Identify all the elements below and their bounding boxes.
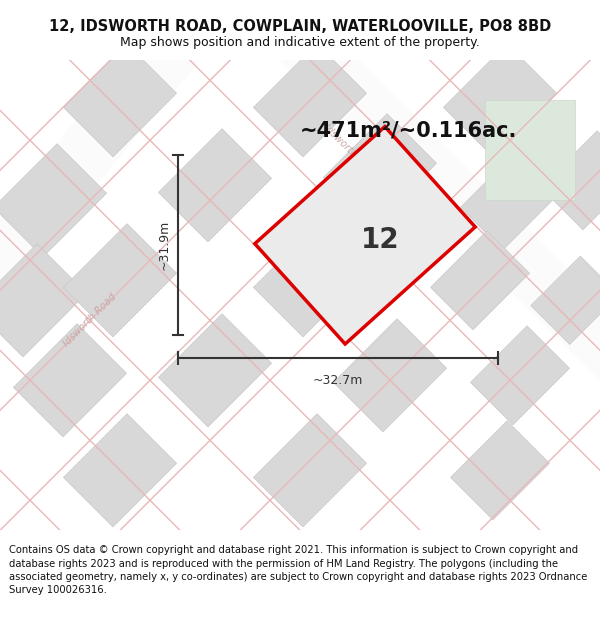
Polygon shape bbox=[0, 60, 200, 300]
Polygon shape bbox=[541, 131, 600, 230]
Polygon shape bbox=[334, 319, 446, 432]
Text: ~32.7m: ~32.7m bbox=[313, 374, 363, 387]
Polygon shape bbox=[158, 314, 272, 427]
Polygon shape bbox=[64, 44, 176, 157]
Polygon shape bbox=[255, 127, 475, 344]
Polygon shape bbox=[323, 114, 437, 227]
Polygon shape bbox=[13, 324, 127, 437]
Text: 12: 12 bbox=[361, 226, 400, 254]
Polygon shape bbox=[64, 224, 176, 337]
Text: Contains OS data © Crown copyright and database right 2021. This information is : Contains OS data © Crown copyright and d… bbox=[9, 546, 587, 595]
Text: 12, IDSWORTH ROAD, COWPLAIN, WATERLOOVILLE, PO8 8BD: 12, IDSWORTH ROAD, COWPLAIN, WATERLOOVIL… bbox=[49, 19, 551, 34]
Text: Idsworth Road: Idsworth Road bbox=[322, 122, 379, 179]
Polygon shape bbox=[280, 60, 600, 380]
Text: ~31.9m: ~31.9m bbox=[157, 220, 170, 271]
Text: Idsworth Road: Idsworth Road bbox=[62, 292, 118, 349]
Polygon shape bbox=[0, 144, 107, 257]
Polygon shape bbox=[443, 44, 557, 157]
Polygon shape bbox=[461, 151, 559, 250]
Polygon shape bbox=[64, 414, 176, 527]
Polygon shape bbox=[0, 244, 86, 357]
Polygon shape bbox=[470, 326, 569, 425]
Polygon shape bbox=[485, 100, 575, 200]
Text: Map shows position and indicative extent of the property.: Map shows position and indicative extent… bbox=[120, 36, 480, 49]
Polygon shape bbox=[431, 231, 529, 330]
Polygon shape bbox=[451, 421, 550, 520]
Polygon shape bbox=[253, 414, 367, 527]
Polygon shape bbox=[531, 256, 600, 344]
Polygon shape bbox=[253, 44, 367, 157]
Text: ~471m²/~0.116ac.: ~471m²/~0.116ac. bbox=[300, 120, 517, 140]
Polygon shape bbox=[253, 224, 367, 337]
Polygon shape bbox=[158, 129, 272, 242]
